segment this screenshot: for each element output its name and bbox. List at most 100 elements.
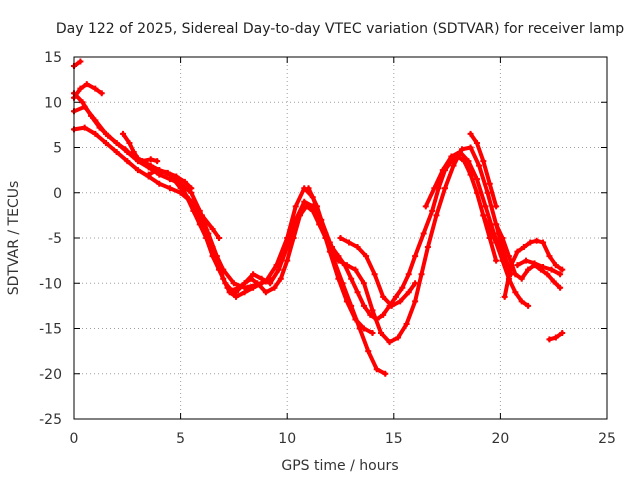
data-point	[552, 334, 559, 341]
y-tick-label: 15	[44, 50, 62, 66]
data-point	[525, 266, 532, 273]
data-point	[429, 207, 436, 214]
data-point	[222, 280, 229, 287]
data-point	[77, 85, 84, 92]
y-tick-label: -5	[48, 231, 62, 247]
data-point	[397, 298, 404, 305]
data-point	[166, 171, 173, 178]
data-point	[363, 253, 370, 260]
data-point	[512, 289, 519, 296]
data-point	[473, 139, 480, 146]
data-point	[559, 330, 566, 337]
data-point	[546, 336, 553, 343]
data-point	[433, 212, 440, 219]
series-line	[72, 104, 273, 299]
data-point	[486, 225, 493, 232]
data-point	[92, 130, 99, 137]
data-point	[198, 216, 205, 223]
data-point	[331, 257, 338, 264]
data-point	[83, 81, 90, 88]
data-point	[292, 216, 299, 223]
data-point	[518, 275, 525, 282]
data-point	[493, 203, 500, 210]
data-point	[531, 260, 538, 267]
data-point	[113, 139, 120, 146]
data-point	[284, 257, 291, 264]
data-point	[339, 280, 346, 287]
data-point	[480, 212, 487, 219]
series-sat-m	[467, 130, 500, 210]
data-point	[92, 85, 99, 92]
data-point	[124, 158, 131, 165]
data-point	[395, 334, 402, 341]
y-tick-label: -10	[39, 276, 62, 292]
data-point	[154, 158, 161, 165]
y-axis-title: SDTVAR / TECUs	[6, 181, 22, 296]
data-point	[540, 239, 547, 246]
data-point	[399, 284, 406, 291]
data-point	[77, 58, 84, 65]
series-sat-f	[120, 130, 161, 165]
x-tick-label: 20	[491, 431, 509, 447]
data-point	[386, 339, 393, 346]
data-point	[134, 155, 141, 162]
data-point	[544, 271, 551, 278]
data-point	[348, 275, 355, 282]
data-point	[126, 139, 133, 146]
data-point	[508, 262, 515, 269]
data-point	[473, 176, 480, 183]
data-point	[352, 266, 359, 273]
y-tick-label: 5	[53, 141, 62, 157]
data-point	[360, 280, 367, 287]
data-point	[412, 253, 419, 260]
data-point	[98, 90, 105, 97]
data-point	[546, 253, 553, 260]
data-point	[134, 167, 141, 174]
x-tick-label: 10	[278, 431, 296, 447]
data-point	[356, 325, 363, 332]
data-point	[380, 293, 387, 300]
data-point	[557, 271, 564, 278]
data-point	[505, 253, 512, 260]
series-sat-n	[480, 212, 532, 309]
data-point	[139, 158, 146, 165]
series-line	[502, 238, 565, 299]
data-point	[188, 198, 195, 205]
data-point	[369, 307, 376, 314]
data-point	[346, 239, 353, 246]
data-point	[450, 162, 457, 169]
data-point	[277, 275, 284, 282]
data-point	[124, 149, 131, 156]
data-point	[412, 280, 419, 287]
series-sat-o	[493, 221, 564, 291]
data-point	[559, 266, 566, 273]
x-tick-label: 25	[598, 431, 616, 447]
data-point	[230, 280, 237, 287]
data-point	[378, 330, 385, 337]
data-point	[512, 271, 519, 278]
data-point	[81, 103, 88, 110]
x-tick-label: 5	[176, 431, 185, 447]
series-sat-r	[546, 330, 566, 343]
data-point	[267, 280, 274, 287]
data-point	[343, 262, 350, 269]
data-point	[188, 189, 195, 196]
data-point	[405, 289, 412, 296]
data-point	[448, 153, 455, 160]
data-point	[365, 348, 372, 355]
data-point	[405, 271, 412, 278]
data-point	[476, 162, 483, 169]
data-point	[473, 189, 480, 196]
y-tick-label: -25	[39, 412, 62, 428]
data-point	[156, 167, 163, 174]
data-point	[518, 298, 525, 305]
data-point	[441, 185, 448, 192]
series-line	[306, 186, 388, 376]
data-point	[120, 130, 127, 137]
data-point	[233, 289, 240, 296]
series-layer	[71, 58, 566, 377]
data-point	[156, 180, 163, 187]
y-tick-label: 0	[53, 186, 62, 202]
data-point	[552, 262, 559, 269]
data-point	[79, 99, 86, 106]
